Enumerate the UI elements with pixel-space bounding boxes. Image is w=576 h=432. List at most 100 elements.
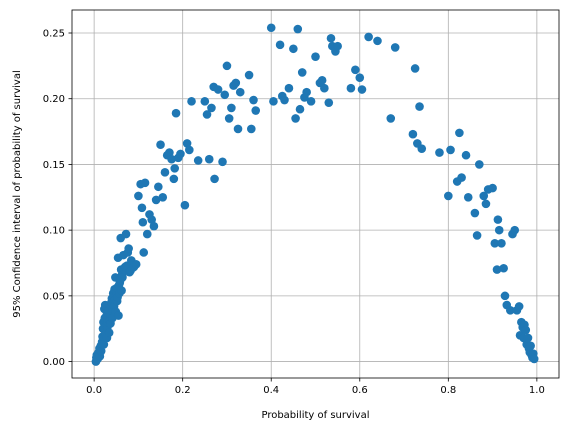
scatter-point — [140, 178, 150, 188]
scatter-point — [247, 124, 256, 134]
scatter-point — [156, 140, 165, 150]
scatter-point — [293, 24, 303, 34]
scatter-point — [306, 97, 316, 106]
scatter-point — [99, 340, 109, 349]
scatter-point — [435, 148, 444, 157]
scatter-point — [204, 154, 214, 164]
scatter-point — [444, 191, 453, 201]
scatter-point — [521, 325, 531, 335]
x-tick-label: 1.0 — [529, 385, 545, 396]
scatter-point — [142, 229, 152, 239]
scatter-point — [526, 341, 535, 351]
scatter-point — [311, 52, 320, 61]
scatter-point — [131, 260, 141, 269]
scatter-point — [357, 85, 367, 94]
scatter-point — [207, 103, 216, 113]
scatter-point — [415, 102, 424, 111]
scatter-point — [154, 182, 163, 192]
scatter-point — [333, 41, 342, 51]
scatter-point — [251, 106, 261, 115]
scatter-point — [114, 311, 123, 320]
scatter-point — [280, 95, 289, 105]
scatter-point — [457, 173, 466, 182]
scatter-point — [158, 192, 168, 202]
scatter-point — [176, 149, 185, 159]
scatter-point — [446, 145, 455, 155]
x-tick-label: 0.0 — [86, 385, 102, 396]
scatter-point — [529, 354, 539, 364]
scatter-point — [492, 265, 502, 274]
scatter-point — [231, 78, 241, 88]
scatter-point — [187, 97, 196, 106]
plot-area: 0.0 0.2 0.4 0.6 0.8 1.0 0.000.050.100.150.200… — [43, 9, 560, 396]
scatter-point — [200, 97, 210, 106]
scatter-point — [139, 248, 149, 257]
y-tick-label: 0.20 — [43, 94, 65, 105]
scatter-point — [244, 70, 254, 80]
scatter-point — [137, 203, 147, 213]
y-axis-ticks: 0.00 0.05 0.10 0.15 0.20 0.25 — [43, 29, 72, 368]
scatter-point — [461, 150, 471, 160]
scatter-point — [147, 215, 156, 224]
scatter-point — [220, 90, 230, 100]
y-tick-label: 0.10 — [43, 226, 65, 237]
scatter-point — [167, 154, 176, 164]
scatter-point — [455, 128, 464, 138]
scatter-point — [266, 23, 276, 33]
scatter-point — [180, 200, 190, 210]
scatter-point — [470, 208, 480, 218]
scatter-point — [523, 333, 533, 343]
scatter-point — [224, 114, 234, 123]
scatter-point — [124, 244, 133, 253]
y-tick-label: 0.25 — [43, 29, 65, 40]
scatter-point — [118, 273, 127, 282]
x-tick-label: 0.4 — [263, 385, 279, 396]
scatter-point — [284, 83, 294, 93]
scatter-point — [497, 238, 506, 248]
scatter-point — [138, 217, 148, 227]
scatter-point — [213, 85, 223, 94]
scatter-point — [269, 97, 278, 106]
y-tick-label: 0.00 — [43, 357, 65, 368]
scatter-point — [463, 192, 473, 202]
scatter-point — [182, 139, 192, 148]
scatter-point — [171, 108, 181, 118]
scatter-point — [493, 215, 503, 224]
x-axis-label: Probability of survival — [261, 410, 369, 421]
scatter-point — [499, 263, 508, 273]
scatter-point — [417, 144, 427, 153]
scatter-point — [96, 346, 106, 356]
scatter-point — [390, 43, 400, 52]
scatter-point — [514, 302, 524, 311]
scatter-point — [151, 195, 161, 205]
grid — [72, 10, 559, 378]
scatter-point — [297, 68, 307, 77]
x-tick-label: 0.8 — [440, 385, 456, 396]
scatter-point — [149, 221, 159, 231]
scatter-point — [346, 83, 356, 93]
scatter-point — [373, 36, 382, 46]
axes-frame — [71, 9, 560, 379]
scatter-point — [481, 199, 491, 209]
scatter-point — [510, 225, 520, 235]
scatter-point — [490, 238, 500, 248]
scatter-point — [289, 44, 298, 54]
scatter-point — [291, 114, 300, 123]
scatter-point — [494, 225, 504, 235]
scatter-point — [302, 87, 311, 97]
scatter-point — [160, 168, 170, 177]
scatter-point — [275, 40, 285, 50]
scatter-point — [193, 156, 203, 165]
scatter-point — [233, 124, 243, 134]
scatter-point — [170, 164, 180, 173]
scatter-point — [320, 83, 329, 93]
scatter-point — [475, 160, 484, 169]
scatter-point — [121, 229, 131, 239]
scatter-point — [326, 33, 336, 43]
y-axis-label: 95% Confidence interval of probability o… — [12, 70, 23, 317]
scatter-point — [249, 95, 258, 105]
scatter-point — [386, 114, 396, 123]
scatter-point — [134, 191, 143, 201]
x-tick-label: 0.2 — [175, 385, 191, 396]
y-tick-label: 0.05 — [43, 291, 65, 302]
